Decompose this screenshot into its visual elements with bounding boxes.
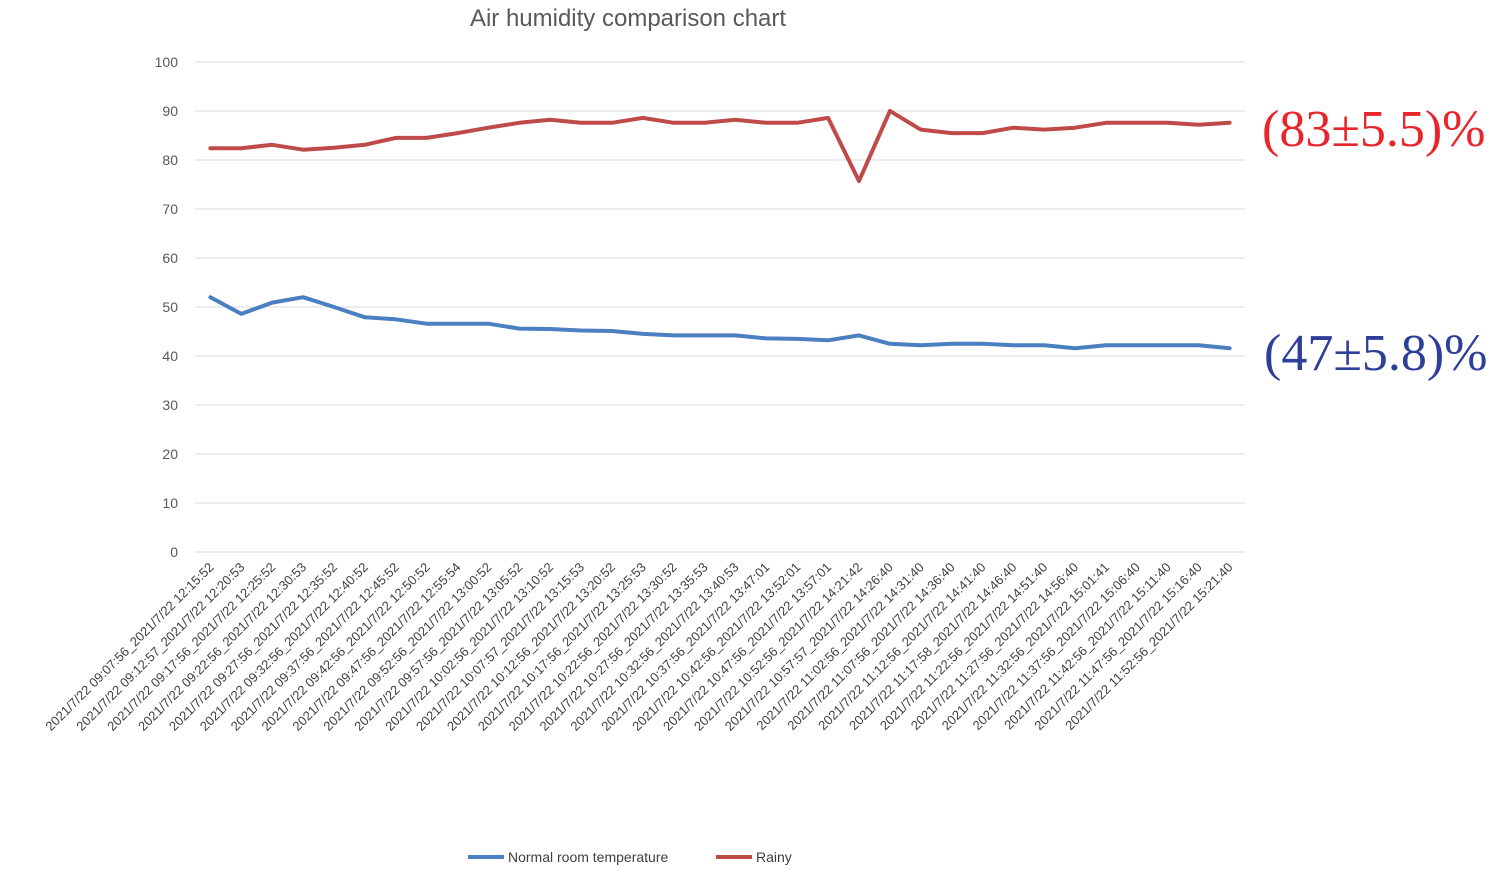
data-point — [270, 301, 274, 305]
annotation-rainy-range: (83±5.5)% — [1262, 101, 1486, 158]
data-point — [208, 295, 212, 299]
data-point — [981, 342, 984, 346]
data-point — [1166, 121, 1170, 125]
data-point — [1228, 346, 1232, 350]
data-point — [1135, 121, 1139, 125]
gridlines — [195, 61, 1245, 553]
data-point — [733, 333, 737, 337]
data-point — [332, 305, 336, 309]
data-point — [208, 146, 212, 150]
data-point — [548, 327, 552, 331]
data-point — [1011, 126, 1015, 130]
data-point — [672, 121, 676, 125]
y-tick-label: 30 — [162, 397, 178, 413]
data-point — [795, 121, 799, 125]
data-point — [795, 337, 799, 341]
data-point — [456, 131, 459, 135]
y-tick-label: 50 — [162, 299, 178, 315]
data-point — [1042, 128, 1046, 132]
data-point — [363, 315, 367, 319]
annotation-normal-range: (47±5.8)% — [1264, 325, 1488, 382]
y-tick-label: 70 — [162, 201, 178, 217]
data-point — [610, 329, 614, 333]
data-point — [363, 143, 367, 147]
data-point — [579, 121, 583, 125]
data-point — [610, 121, 614, 125]
legend-label: Normal room temperature — [508, 849, 668, 865]
y-tick-label: 100 — [155, 54, 179, 70]
data-point — [301, 148, 305, 152]
y-tick-label: 20 — [162, 446, 178, 462]
data-point — [1042, 343, 1046, 347]
data-point — [1073, 126, 1077, 130]
data-point — [919, 128, 923, 132]
data-point — [857, 333, 861, 337]
data-point — [301, 295, 305, 299]
data-point — [857, 179, 861, 183]
data-point — [486, 322, 490, 326]
y-tick-label: 60 — [162, 250, 178, 266]
data-point — [641, 332, 645, 336]
data-point — [425, 322, 429, 326]
y-tick-label: 0 — [170, 544, 178, 560]
data-point — [332, 146, 336, 150]
data-point — [919, 343, 923, 347]
data-point — [270, 143, 274, 147]
data-point — [486, 126, 490, 130]
y-tick-label: 80 — [162, 152, 178, 168]
data-point — [517, 121, 521, 125]
data-point — [950, 131, 954, 135]
series-line-0 — [208, 295, 1232, 351]
series-line-1 — [208, 109, 1232, 184]
y-tick-label: 40 — [162, 348, 178, 364]
chart-legend: Normal room temperature Rainy — [468, 849, 792, 865]
data-point — [703, 121, 707, 125]
data-point — [641, 116, 645, 120]
data-point — [1135, 343, 1139, 347]
data-point — [394, 136, 398, 140]
data-point — [733, 118, 737, 122]
legend-label: Rainy — [756, 849, 792, 865]
data-point — [1166, 343, 1170, 347]
data-point — [425, 136, 429, 140]
data-point — [239, 312, 243, 316]
y-tick-label: 10 — [162, 495, 178, 511]
data-point — [239, 146, 243, 150]
data-point — [1197, 343, 1201, 347]
chart-title: Air humidity comparison chart — [470, 5, 786, 32]
data-point — [579, 329, 583, 333]
y-tick-label: 90 — [162, 103, 178, 119]
data-point — [764, 336, 768, 340]
data-point — [517, 327, 521, 331]
series-lines — [208, 109, 1232, 351]
x-axis-category-labels: 2021/7/22 09:07:56_2021/7/22 12:15:52202… — [42, 560, 1235, 734]
data-point — [888, 342, 892, 346]
data-point — [888, 109, 892, 113]
data-point — [1011, 343, 1015, 347]
data-point — [826, 116, 830, 120]
data-point — [548, 118, 552, 122]
data-point — [394, 317, 398, 321]
data-point — [1228, 121, 1232, 125]
data-point — [1104, 121, 1108, 125]
data-point — [950, 342, 954, 346]
data-point — [456, 322, 459, 326]
data-point — [981, 131, 984, 135]
data-point — [1104, 343, 1108, 347]
data-point — [1197, 123, 1201, 127]
data-point — [703, 333, 707, 337]
y-axis-ticks: 0 10 20 30 40 50 60 70 80 90 100 — [155, 54, 179, 560]
data-point — [764, 121, 768, 125]
data-point — [826, 338, 830, 342]
data-point — [672, 333, 676, 337]
data-point — [1073, 346, 1077, 350]
